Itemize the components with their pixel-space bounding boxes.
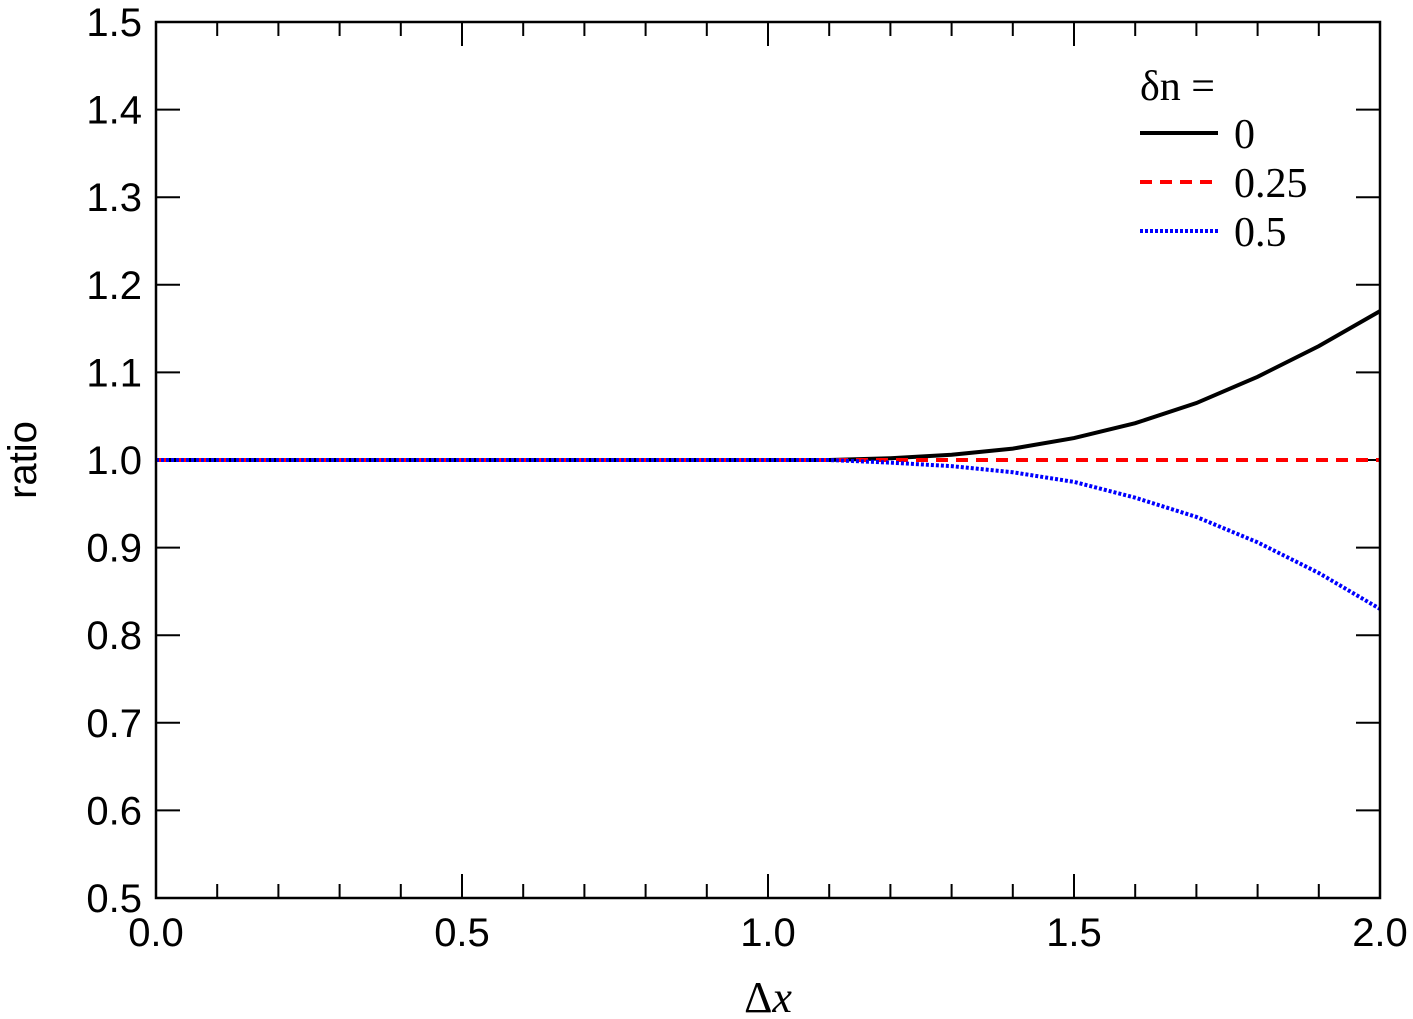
y-tick-label: 0.7: [86, 702, 142, 746]
y-tick-label: 1.4: [86, 89, 142, 133]
y-tick-label: 0.6: [86, 789, 142, 833]
axis-ticks: [155, 21, 1381, 899]
x-tick-label: 2.0: [1352, 911, 1408, 955]
legend-entries: 00.250.5: [1140, 112, 1308, 256]
y-tick-label: 1.1: [86, 351, 142, 395]
y-tick-label: 0.9: [86, 527, 142, 571]
x-tick-label: 1.0: [740, 911, 796, 955]
plot-frame: [154, 20, 1382, 900]
x-tick-label: 0.5: [434, 911, 490, 955]
legend-label: 0.5: [1234, 210, 1287, 256]
x-tick-label: 1.5: [1046, 911, 1102, 955]
legend-label: 0: [1234, 112, 1255, 158]
series-line-0: [156, 309, 1381, 462]
y-tick-label: 1.0: [86, 439, 142, 483]
x-axis-title: Δx: [744, 973, 792, 1019]
legend: δn = 00.250.5: [1140, 64, 1308, 256]
legend-label: 0.25: [1234, 161, 1308, 207]
tick-labels: 0.0 0.5 1.0 1.5 2.00.50.60.70.80.91.01.11.21…: [86, 1, 1407, 955]
legend-title: δn =: [1140, 64, 1215, 110]
y-tick-label: 1.3: [86, 176, 142, 220]
x-axis-title-variable: x: [771, 973, 792, 1019]
y-tick-label: 1.5: [86, 1, 142, 45]
y-axis-title: ratio: [1, 421, 45, 499]
y-tick-label: 1.2: [86, 264, 142, 308]
series-layer: [156, 309, 1382, 611]
y-tick-label: 0.8: [86, 614, 142, 658]
series-line-0.5: [156, 458, 1382, 611]
x-tick-label: 0.0: [128, 911, 184, 955]
y-tick-label: 0.5: [86, 877, 142, 921]
x-axis-title-symbol: Δ: [744, 973, 772, 1019]
